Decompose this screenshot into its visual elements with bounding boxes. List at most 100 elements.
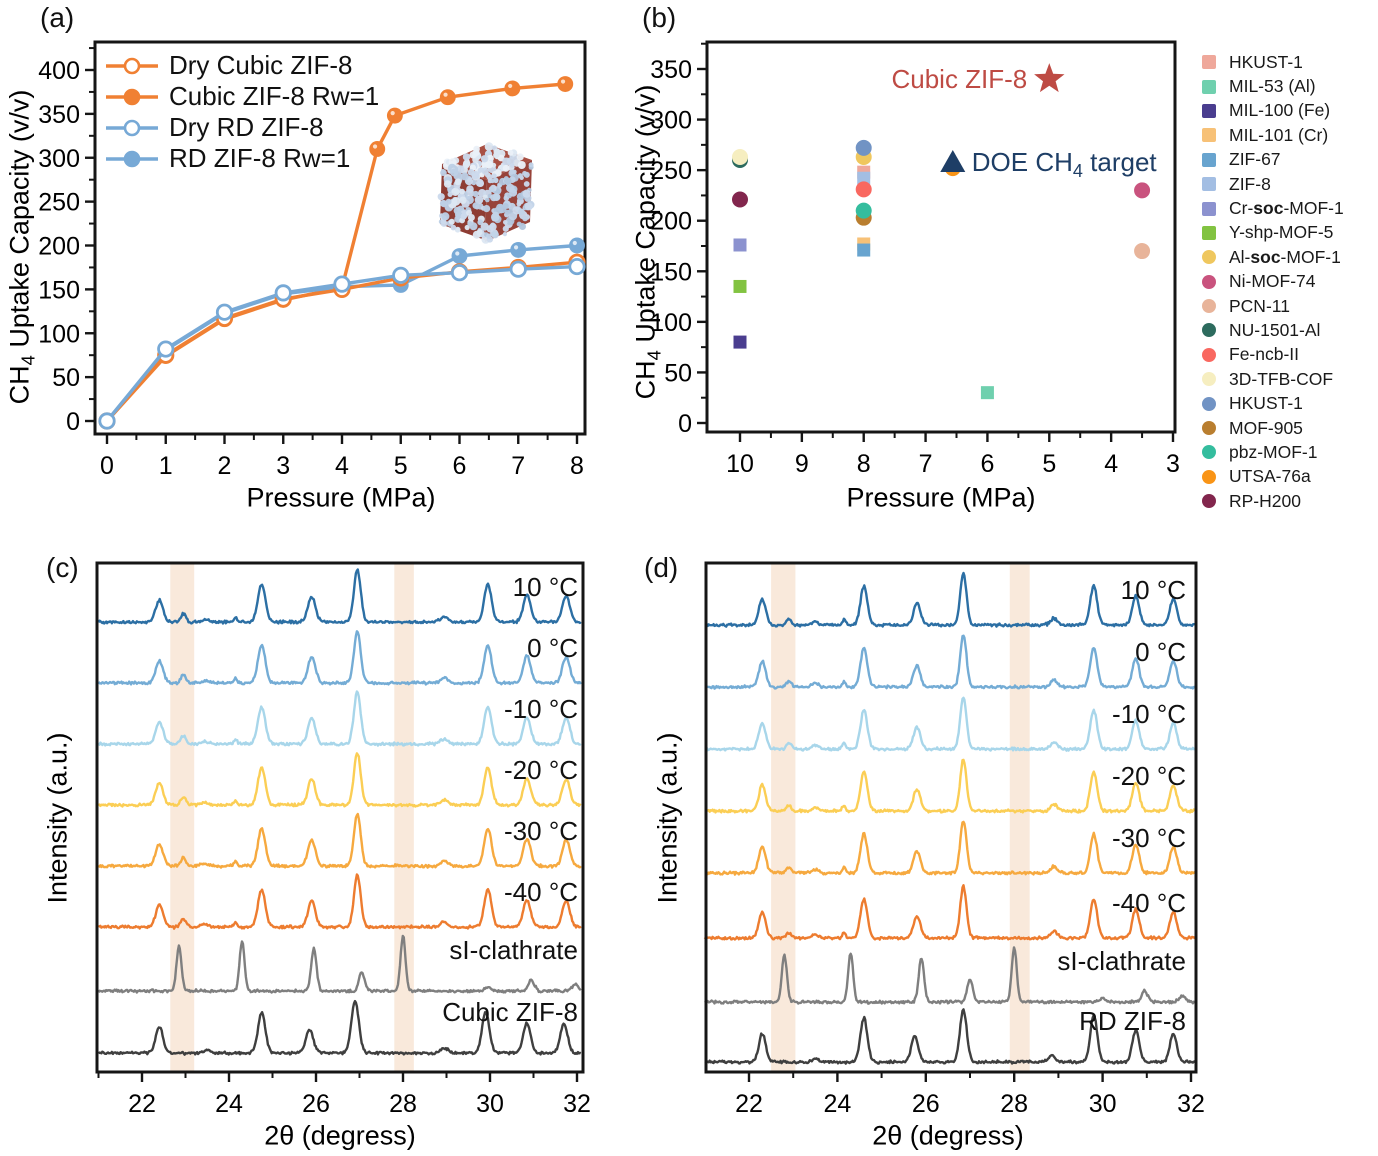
- panel-a-legend: Dry Cubic ZIF-8 Cubic ZIF-8 Rw=1 Dry RD ZI…: [104, 50, 379, 174]
- scatter-point-rp-h200: [732, 191, 748, 208]
- molecule-dot: [523, 181, 530, 187]
- panel-d-trace-si-clathrate: [704, 946, 1196, 1005]
- legend-item-nu-1501-al: NU-1501-Al: [1202, 318, 1344, 342]
- panel-c-trace-label-40-c: -40 °C: [504, 877, 578, 907]
- series-point-dry-rd-zif-8: [98, 412, 116, 430]
- molecule-dot: [462, 153, 471, 161]
- series-point-cubic-zif-8-rw-1: [504, 80, 521, 97]
- y-title-subscript: 4: [643, 350, 665, 361]
- series-point-cubic-zif-8-rw-1: [386, 107, 403, 124]
- panel-d-trace-label-10-c: 10 °C: [1121, 575, 1186, 605]
- molecule-dot: [472, 190, 479, 198]
- legend-item-mof-905: MOF-905: [1202, 416, 1344, 440]
- legend-marker-icon: [106, 150, 158, 167]
- scatter-point-y-shp-mof-5: [733, 279, 747, 293]
- legend-label: 3D-TFB-COF: [1229, 368, 1334, 389]
- molecule-dot: [502, 225, 509, 232]
- panel-c-trace-label-30-c: -30 °C: [504, 816, 578, 846]
- panel-c-chart: 10 °C 0 °C -10 °C -20 °C -30 °C -40 °C sI-clat…: [95, 561, 591, 1118]
- panel-a-y-tick-label: 200: [38, 233, 80, 261]
- legend-label: MIL-101 (Cr): [1229, 124, 1329, 145]
- molecule-dot: [472, 202, 480, 209]
- panel-b-legend: HKUST-1 MIL-53 (Al) MIL-100 (Fe) MIL-101 (C…: [1202, 50, 1344, 513]
- legend-item-zif-67: ZIF-67: [1202, 148, 1344, 172]
- annotation-doe-ch4-target: DOE CH4 target: [940, 147, 1157, 181]
- marker-highlight: [572, 240, 577, 246]
- molecule-dot: [522, 215, 528, 222]
- panel-c-trace-label-si-clathrate: sI-clathrate: [449, 935, 578, 965]
- series-line-rd-zif-8-rw-1: [105, 243, 578, 423]
- molecule-dot: [448, 218, 455, 225]
- panel-a-y-tick-label: 0: [66, 408, 80, 436]
- panel-a-label: (a): [40, 2, 75, 33]
- legend-label: RD ZIF-8 Rw=1: [169, 143, 351, 173]
- y-title-text: Uptake Capacity (v/v): [630, 84, 661, 351]
- panel-d-label: (d): [644, 552, 679, 583]
- legend-item-rd-zif-8-rw-1: RD ZIF-8 Rw=1: [104, 143, 379, 174]
- scatter-point-pcn-11: [1134, 243, 1151, 260]
- molecule-dot: [450, 168, 459, 177]
- molecule-dot: [506, 157, 515, 166]
- legend-label: Cr-soc-MOF-1: [1229, 198, 1344, 219]
- legend-label: ZIF-67: [1229, 149, 1281, 170]
- panel-d-y-axis-title: Intensity (a.u.): [652, 732, 683, 904]
- panel-c-trace-label-20-c: -20 °C: [504, 755, 578, 785]
- series-point-dry-rd-zif-8: [157, 340, 175, 358]
- molecule-dot: [484, 142, 494, 151]
- legend-item-y-shp-mof-5: Y-shp-MOF-5: [1202, 221, 1344, 245]
- legend-marker-icon: [106, 57, 158, 74]
- marker-highlight: [443, 92, 448, 97]
- panel-c-trace-cubic-zif-8: [97, 999, 582, 1056]
- molecule-dot: [450, 224, 457, 231]
- molecule-dot: [460, 172, 469, 181]
- marker-highlight: [508, 83, 513, 89]
- panel-a-x-tick-label: 0: [100, 452, 114, 480]
- legend-label: Y-shp-MOF-5: [1229, 222, 1334, 243]
- panel-b-plot-frame: [705, 40, 1177, 434]
- panel-b-y-tick-label: 350: [650, 56, 692, 84]
- molecule-dot: [488, 186, 495, 193]
- panel-d-trace-label-0-c: 0 °C: [1135, 637, 1186, 667]
- molecule-dot: [472, 148, 480, 157]
- legend-label: Ni-MOF-74: [1229, 271, 1316, 292]
- panel-c-x-tick-label: 26: [302, 1090, 330, 1118]
- series-point-cubic-zif-8-rw-1: [439, 89, 456, 106]
- y-title-text: CH: [630, 360, 661, 400]
- molecule-dot: [454, 178, 462, 186]
- legend-item-utsa-76a: UTSA-76a: [1202, 465, 1344, 489]
- molecule-dot: [451, 187, 460, 196]
- panel-c-trace-si-clathrate: [97, 934, 582, 994]
- legend-square-marker-icon: [1202, 128, 1216, 143]
- molecule-dot: [486, 174, 493, 181]
- legend-item-dry-cubic-zif-8: Dry Cubic ZIF-8: [104, 50, 379, 81]
- panel-d-x-tick-label: 26: [912, 1090, 940, 1118]
- panel-c-highlight-band: [394, 563, 414, 1072]
- panel-b-x-tick-label: 8: [857, 450, 871, 478]
- scatter-point-zif-8: [857, 171, 871, 185]
- molecule-dot: [489, 223, 497, 231]
- legend-label: NU-1501-Al: [1229, 319, 1321, 340]
- panel-b-y-tick-label: 250: [650, 157, 692, 185]
- legend-item-dry-rd-zif-8: Dry RD ZIF-8: [104, 112, 379, 143]
- molecule-dot: [516, 153, 524, 161]
- molecule-dot: [440, 169, 447, 177]
- annotation-text: Cubic ZIF-8: [891, 64, 1027, 94]
- panel-a-x-tick-label: 3: [276, 452, 290, 480]
- molecule-dot: [502, 164, 510, 172]
- molecule-dot: [471, 170, 480, 180]
- legend-label: MOF-905: [1229, 417, 1303, 438]
- molecule-dot: [509, 188, 518, 197]
- molecule-dot: [490, 194, 498, 202]
- panel-b-y-tick-label: 300: [650, 107, 692, 135]
- molecule-dot: [486, 150, 492, 156]
- panel-a-x-tick-label: 4: [335, 452, 349, 480]
- series-point-rd-zif-8-rw-1: [569, 237, 585, 254]
- panel-c-x-tick-label: 30: [476, 1090, 504, 1118]
- molecule-dot: [469, 222, 478, 231]
- legend-square-marker-icon: [1202, 79, 1216, 94]
- molecule-dot: [481, 167, 489, 175]
- legend-circle-marker-icon: [1202, 250, 1216, 265]
- panel-a-chart: 0 1 2 3 4 5 6 7 8 0 50 100 150 200 250 300 350 400: [38, 40, 587, 480]
- panel-c-trace-10-c: [97, 568, 582, 625]
